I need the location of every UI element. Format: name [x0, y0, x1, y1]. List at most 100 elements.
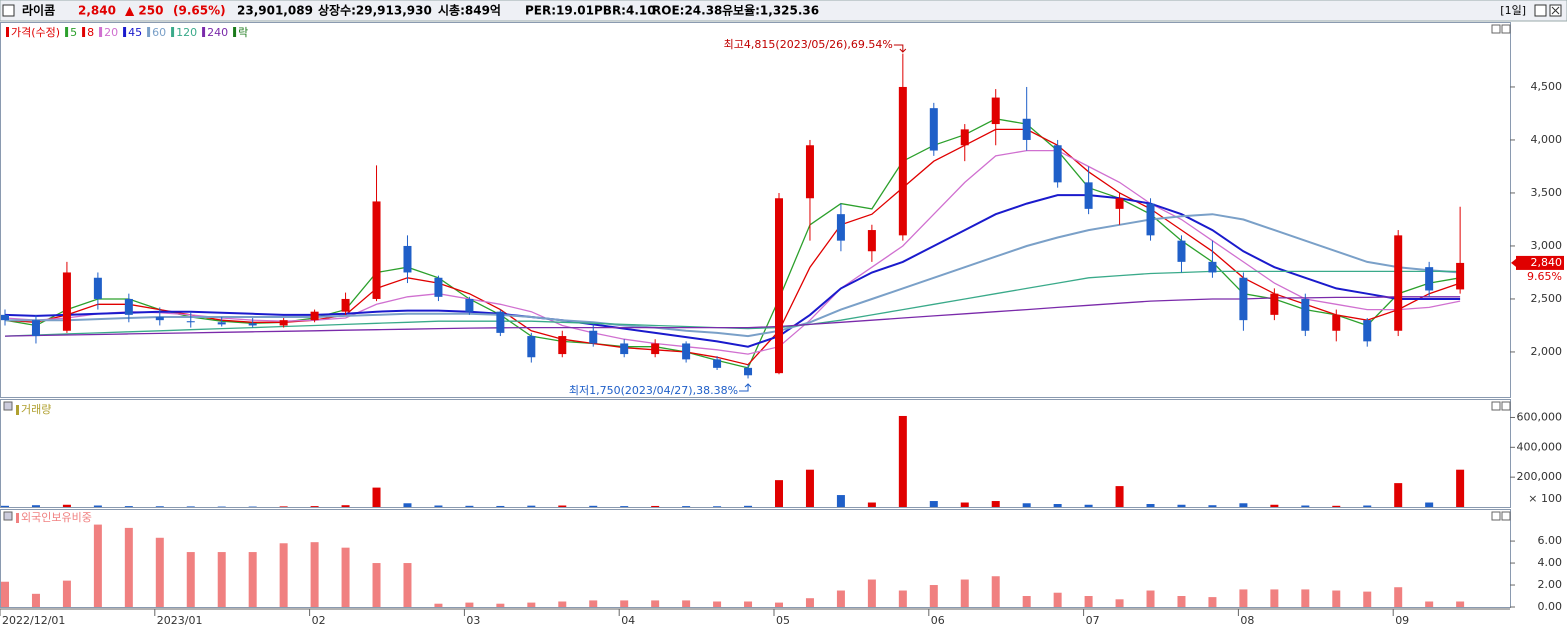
- bar: [1363, 505, 1372, 507]
- price-panel: [0, 22, 1511, 398]
- candle-body: [1239, 277, 1248, 321]
- x-tick-label: 08: [1240, 614, 1254, 627]
- bar: [372, 487, 381, 507]
- market-cap: 시총:849억: [438, 3, 501, 18]
- bar: [279, 506, 288, 507]
- ma-line: [4, 296, 1461, 337]
- legend-swatch: [6, 27, 9, 37]
- annotation-arrow: [739, 383, 752, 392]
- bar: [1053, 592, 1062, 607]
- panel-button[interactable]: [1501, 401, 1511, 411]
- bar: [31, 505, 40, 507]
- candle-body: [155, 316, 164, 321]
- candle-body: [960, 129, 969, 146]
- panel-button[interactable]: [3, 511, 13, 521]
- bar: [558, 505, 567, 507]
- candle-body: [744, 367, 753, 376]
- bar: [434, 505, 443, 507]
- bar: [403, 503, 412, 507]
- maximize-button[interactable]: [1534, 4, 1547, 17]
- panel-button[interactable]: [1491, 24, 1501, 34]
- panel-button[interactable]: [1501, 24, 1511, 34]
- header-bar: [0, 0, 1567, 22]
- x-tick-label: 09: [1395, 614, 1409, 627]
- x-tick-label: 2023/01: [157, 614, 203, 627]
- bar: [310, 506, 319, 507]
- candle-body: [403, 245, 412, 273]
- bar: [1, 505, 9, 507]
- bar: [1332, 590, 1341, 607]
- candle-body: [527, 336, 536, 358]
- legend-label: 가격(수정): [11, 26, 60, 39]
- y-tick-label: 4.00: [1538, 556, 1563, 569]
- bar: [1053, 504, 1062, 507]
- panel-button[interactable]: [1491, 401, 1501, 411]
- candle-body: [620, 343, 629, 355]
- candle-body: [589, 330, 598, 344]
- bar: [558, 601, 567, 607]
- bar: [465, 602, 474, 607]
- candle-body: [31, 320, 40, 337]
- y-tick-label: 2,500: [1531, 292, 1563, 305]
- panel-button[interactable]: [3, 401, 13, 411]
- price-tag: 2,840: [1531, 256, 1563, 269]
- bar: [929, 501, 938, 507]
- bar: [124, 506, 133, 507]
- candle-body: [248, 323, 257, 326]
- panel-title: 거래량: [21, 403, 51, 416]
- bar: [496, 603, 505, 607]
- change-pct: (9.65%): [173, 4, 226, 18]
- candle-body: [496, 311, 505, 333]
- panel-button[interactable]: [1491, 511, 1501, 521]
- legend-label: 45: [128, 26, 142, 39]
- candle-body: [1177, 240, 1186, 262]
- checkbox[interactable]: [2, 4, 15, 17]
- y-tick-label: 4,000: [1531, 133, 1563, 146]
- legend-swatch: [16, 513, 19, 523]
- bar: [620, 506, 629, 507]
- legend-label: 240: [207, 26, 228, 39]
- candle-body: [1394, 235, 1403, 331]
- ma-line: [4, 149, 1461, 355]
- period[interactable]: [1일]: [1500, 3, 1526, 17]
- candle-body: [1022, 118, 1031, 140]
- panel-title: 외국인보유비중: [21, 511, 92, 524]
- ma-line: [4, 118, 1461, 369]
- legend-label: 8: [87, 26, 94, 39]
- bar: [1022, 503, 1031, 507]
- pbr: PBR:4.10: [594, 4, 656, 18]
- stock-name: 라이콤: [22, 3, 55, 18]
- bar: [124, 527, 133, 607]
- y-tick-label: 3,500: [1531, 186, 1563, 199]
- bar: [867, 579, 876, 607]
- candle-body: [1301, 298, 1310, 331]
- bar: [836, 590, 845, 607]
- bar: [155, 537, 164, 607]
- y-tick-label: 400,000: [1517, 440, 1563, 453]
- bar: [1208, 505, 1217, 507]
- bar: [589, 600, 598, 607]
- bar: [1239, 503, 1248, 507]
- legend-label: 60: [152, 26, 166, 39]
- candle-body: [62, 272, 71, 331]
- bar: [527, 505, 536, 507]
- bar: [867, 502, 876, 507]
- bar: [1208, 597, 1217, 607]
- x-tick-label: 06: [931, 614, 945, 627]
- ma-line: [5, 213, 1461, 338]
- candle-body: [929, 108, 938, 151]
- reserve: 유보율:1,325.36: [722, 4, 819, 18]
- bar: [805, 469, 814, 507]
- bar: [744, 601, 753, 607]
- annotation-arrow: [893, 44, 907, 53]
- volume-panel: [0, 399, 1511, 508]
- candle-body: [991, 97, 1000, 125]
- y-tick-label: 600,000: [1517, 410, 1563, 423]
- x-tick-label: 2022/12/01: [2, 614, 65, 627]
- bar: [527, 602, 536, 607]
- panel-button[interactable]: [1501, 511, 1511, 521]
- foreign-panel: [0, 509, 1511, 608]
- bar: [1177, 596, 1186, 607]
- bar: [1239, 589, 1248, 607]
- legend-swatch: [16, 405, 19, 415]
